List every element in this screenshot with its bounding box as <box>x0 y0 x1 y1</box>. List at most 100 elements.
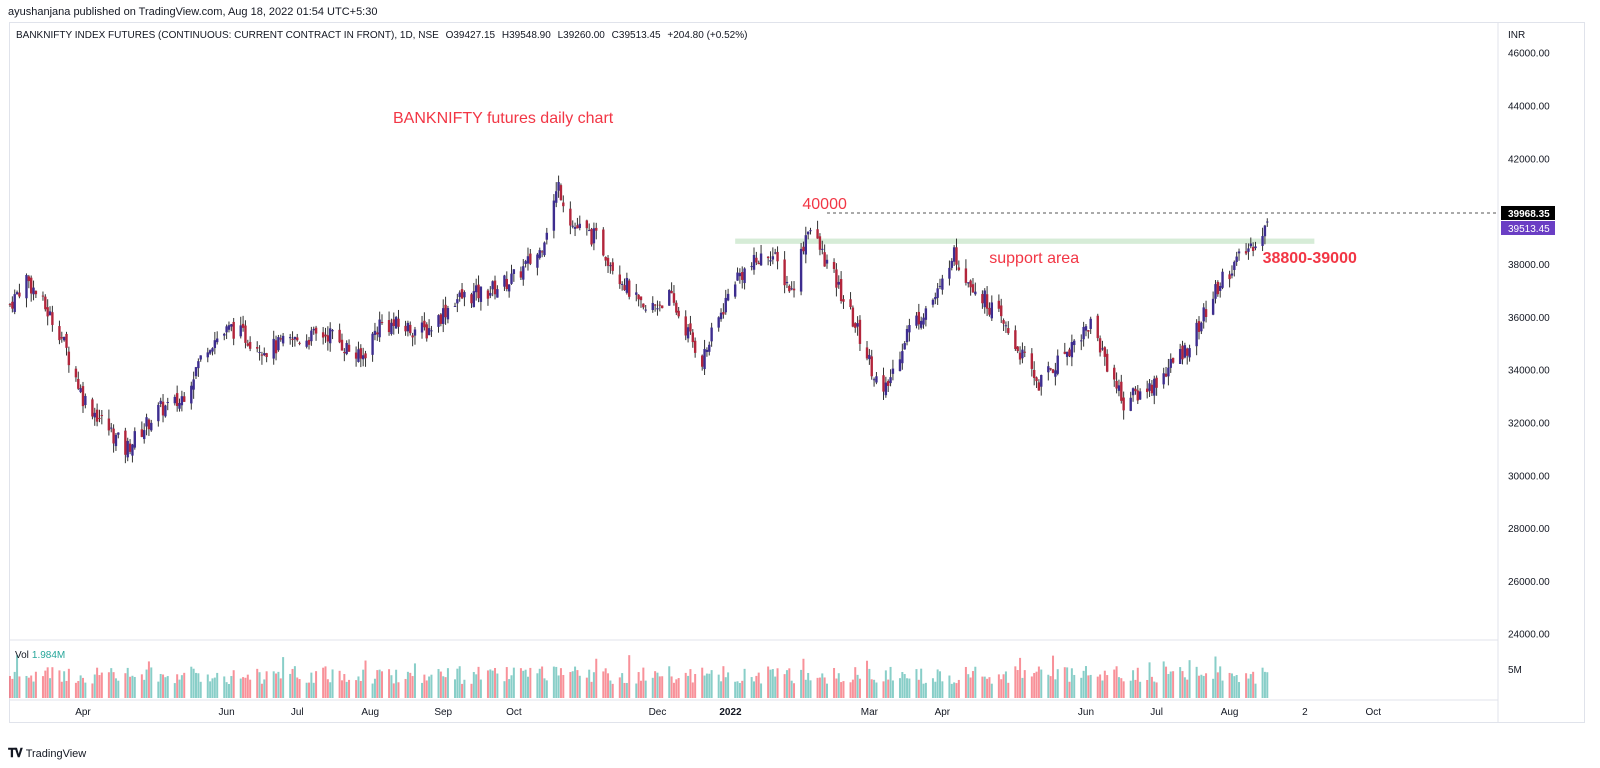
volume-bar <box>30 675 33 698</box>
legend-change: +204.80 (+0.52%) <box>667 30 748 41</box>
candle-body <box>1065 351 1069 357</box>
volume-bar <box>957 679 960 698</box>
volume-bar <box>81 677 84 698</box>
volume-bar <box>406 671 409 698</box>
volume-bar <box>1146 679 1149 698</box>
volume-bar <box>413 663 416 698</box>
volume-bar <box>807 672 810 698</box>
candle-body <box>444 304 447 318</box>
candle-body <box>1023 351 1026 353</box>
volume-bar <box>644 680 647 698</box>
volume-bar <box>77 681 80 698</box>
legend-high: H39548.90 <box>501 30 551 41</box>
candle-body <box>215 338 219 343</box>
x-tick-label: Apr <box>75 707 91 718</box>
volume-bar <box>672 682 675 698</box>
volume-bar <box>100 672 103 698</box>
footer[interactable]: 𝐓𝐕 TradingView <box>8 746 86 761</box>
volume-bar <box>1136 667 1139 698</box>
candle-body <box>230 324 233 327</box>
volume-bar <box>312 682 315 698</box>
current-price-label: 39513.45 <box>1508 224 1550 235</box>
candle-body <box>18 292 21 297</box>
volume-bar <box>34 671 37 698</box>
candle-body <box>609 265 612 267</box>
candle-body <box>51 312 54 325</box>
volume-bar <box>1070 668 1073 698</box>
volume-bar <box>1115 666 1118 698</box>
x-tick-label: Dec <box>649 707 667 718</box>
volume-bar <box>1132 670 1135 698</box>
volume-bar <box>272 671 275 698</box>
volume-bar <box>981 676 984 698</box>
candle-body <box>505 278 508 290</box>
volume-bar <box>875 682 878 698</box>
candle-body <box>722 312 725 315</box>
volume-bar <box>755 675 758 698</box>
volume-bar <box>456 668 459 698</box>
volume-bar <box>472 671 475 698</box>
candle-body <box>411 335 414 338</box>
volume-bar <box>1169 671 1172 698</box>
volume-bar <box>503 681 506 698</box>
volume-bar <box>470 683 473 698</box>
volume-bar <box>604 668 607 698</box>
volume-bar <box>1200 674 1203 698</box>
candle-body <box>990 302 994 319</box>
volume-bar <box>1212 678 1215 698</box>
candle-body <box>166 402 169 404</box>
candle-body <box>380 322 384 324</box>
candle-body <box>305 340 308 347</box>
volume-bar <box>785 670 788 698</box>
candle-body <box>783 259 786 286</box>
candle-body <box>799 248 803 292</box>
support-zone <box>735 238 1315 244</box>
volume-bar <box>486 670 489 698</box>
volume-bar <box>1002 674 1005 698</box>
volume-bar <box>988 677 991 698</box>
candle-body <box>934 297 937 300</box>
candle-body <box>983 290 986 308</box>
annotation-support-text: support area <box>989 250 1079 267</box>
candle-body <box>741 272 744 280</box>
volume-bar <box>27 677 30 698</box>
volume-bar <box>126 667 129 698</box>
volume-bar <box>124 673 127 698</box>
y-tick-label: 30000.00 <box>1508 471 1550 482</box>
volume-bar <box>757 672 760 698</box>
chart-title: BANKNIFTY futures daily chart <box>393 110 614 127</box>
volume-bar <box>183 672 186 698</box>
volume-bar <box>684 672 687 698</box>
volume-bar <box>404 678 407 698</box>
candle-body <box>376 332 379 335</box>
candle-body <box>618 274 622 285</box>
volume-bar <box>628 655 631 698</box>
volume-bar <box>950 683 953 698</box>
volume-bar <box>143 679 146 698</box>
volume-bar <box>1195 666 1198 698</box>
volume-bar <box>343 674 346 698</box>
volume-bar <box>496 673 499 698</box>
volume-bar <box>668 666 671 698</box>
candle-body <box>705 349 709 352</box>
candle-body <box>60 337 63 339</box>
candle-body <box>823 252 826 267</box>
volume-bar <box>239 678 242 698</box>
volume-bar <box>585 677 588 698</box>
candle-body <box>1032 369 1036 379</box>
candle-body <box>338 329 341 343</box>
volume-bar <box>677 678 680 698</box>
volume-bar <box>1129 680 1132 698</box>
volume-bar <box>60 681 63 698</box>
volume-bar <box>924 682 927 698</box>
candle-body <box>472 291 476 308</box>
volume-bar <box>206 674 209 698</box>
volume-bar <box>291 668 294 698</box>
candle-body <box>802 246 805 252</box>
candle-body <box>736 272 739 281</box>
volume-bar <box>743 668 746 698</box>
candle-body <box>463 292 466 298</box>
y-tick-label: 44000.00 <box>1508 102 1550 113</box>
candle-body <box>67 351 71 366</box>
